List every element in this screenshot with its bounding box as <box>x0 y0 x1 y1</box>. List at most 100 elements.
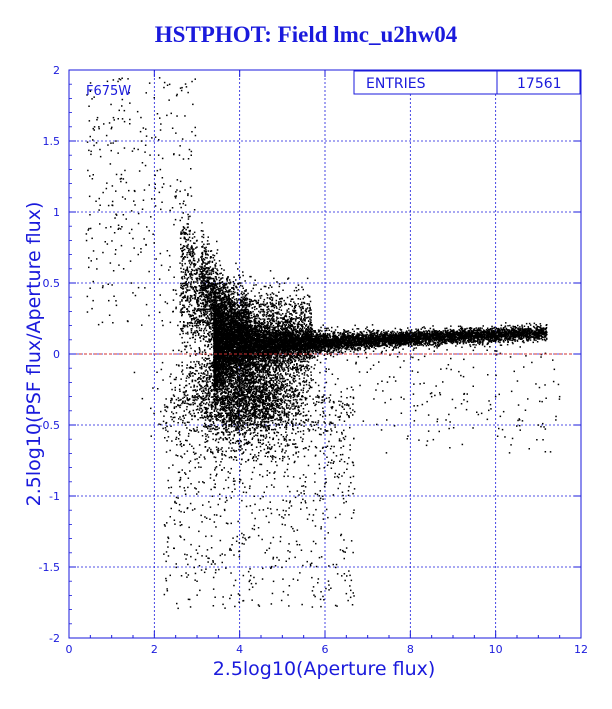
data-point <box>394 327 397 330</box>
data-point <box>239 312 242 314</box>
data-point <box>438 345 440 347</box>
data-point <box>368 345 371 347</box>
data-point <box>388 346 391 348</box>
data-point <box>539 338 541 340</box>
data-point <box>390 332 393 335</box>
data-point <box>357 339 359 342</box>
data-point <box>236 364 238 367</box>
data-point <box>226 375 229 377</box>
data-point <box>317 329 320 331</box>
data-point <box>512 342 514 345</box>
data-point <box>353 333 356 335</box>
data-point <box>402 336 404 338</box>
data-point <box>261 351 264 353</box>
data-point <box>276 349 279 351</box>
data-point <box>480 329 482 332</box>
data-point <box>250 345 252 347</box>
data-point <box>303 335 306 337</box>
data-point <box>406 342 408 345</box>
data-point <box>489 346 491 348</box>
data-point <box>355 348 357 350</box>
data-point <box>485 329 488 331</box>
data-point <box>214 267 216 269</box>
data-point <box>331 340 333 342</box>
data-point <box>475 327 477 329</box>
data-point <box>418 340 421 343</box>
data-point <box>445 335 447 338</box>
data-point <box>404 334 407 337</box>
data-point <box>444 336 446 339</box>
data-point <box>518 329 521 331</box>
data-point <box>361 337 364 340</box>
data-point <box>236 353 239 355</box>
data-point <box>509 335 511 338</box>
data-point <box>449 341 451 343</box>
data-point <box>340 335 342 337</box>
data-point <box>386 345 388 347</box>
data-point <box>344 334 346 336</box>
data-point <box>347 333 349 335</box>
data-point <box>326 346 328 348</box>
data-point <box>380 332 382 334</box>
data-point <box>515 331 518 334</box>
data-point <box>219 359 221 361</box>
data-point <box>447 331 449 334</box>
data-point <box>247 358 249 360</box>
data-point <box>231 359 234 361</box>
data-point <box>296 349 298 352</box>
data-point <box>389 354 391 356</box>
data-point <box>344 350 347 353</box>
data-point <box>407 342 409 345</box>
data-point <box>519 326 521 328</box>
data-point <box>262 359 264 362</box>
data-point <box>215 383 218 385</box>
data-point <box>220 307 223 310</box>
data-point <box>338 334 340 337</box>
data-point <box>275 354 278 356</box>
data-point <box>521 331 523 333</box>
data-point <box>338 351 341 353</box>
data-point <box>492 339 494 341</box>
data-point <box>415 333 418 335</box>
data-point <box>213 410 215 412</box>
data-point <box>461 326 463 328</box>
data-point <box>277 353 279 355</box>
data-point <box>529 337 531 339</box>
data-point <box>255 367 257 369</box>
data-point <box>301 348 303 350</box>
data-point <box>475 344 477 346</box>
data-point <box>383 329 385 332</box>
data-point <box>249 381 252 383</box>
data-point <box>359 343 361 346</box>
data-point <box>395 341 398 344</box>
data-point <box>259 350 261 352</box>
data-point <box>434 344 437 347</box>
data-point <box>410 342 412 344</box>
data-point <box>423 326 425 328</box>
data-point <box>220 361 222 363</box>
data-point <box>277 331 279 334</box>
data-point <box>404 343 406 346</box>
data-point <box>299 339 301 342</box>
data-point <box>439 340 441 342</box>
chart-title: HSTPHOT: Field lmc_u2hw04 <box>154 22 458 47</box>
data-point <box>395 342 397 345</box>
data-point <box>333 342 336 345</box>
data-point <box>517 329 520 331</box>
data-point <box>415 328 417 330</box>
data-point <box>254 355 257 357</box>
data-point <box>463 341 465 344</box>
data-point <box>465 334 467 337</box>
data-point <box>413 347 415 350</box>
data-point <box>451 337 453 339</box>
data-point <box>258 360 261 362</box>
data-point <box>227 378 229 381</box>
data-point <box>502 339 505 342</box>
data-point <box>511 337 513 339</box>
data-point <box>242 343 245 345</box>
data-point <box>215 360 217 362</box>
data-point <box>215 372 217 374</box>
data-point <box>316 351 318 354</box>
